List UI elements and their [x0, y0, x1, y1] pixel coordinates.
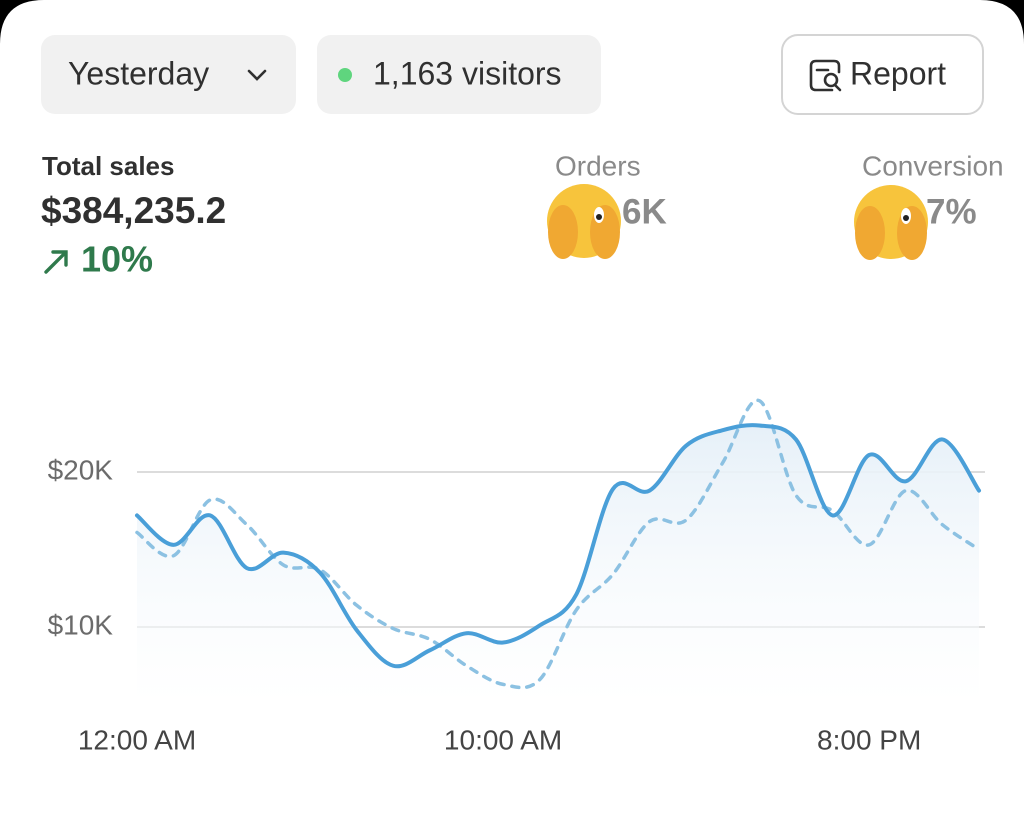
y-tick-label: $20K: [48, 454, 114, 485]
x-tick-label: 8:00 PM: [817, 724, 921, 755]
metric-label: Conversion: [862, 150, 1004, 181]
metric-label: Total sales: [42, 151, 174, 181]
metric-total-sales[interactable]: Total sales $384,235.2 10%: [41, 151, 226, 280]
hiding-emoji: [854, 185, 928, 260]
visitors-button[interactable]: 1,163 visitors: [317, 35, 601, 114]
period-button[interactable]: Yesterday: [41, 35, 296, 114]
sales-line: [135, 423, 981, 669]
metric-value: 7%: [926, 192, 977, 231]
comparison-line: [135, 398, 981, 690]
metric-value: 6K: [622, 192, 667, 231]
x-tick-label: 12:00 AM: [78, 724, 196, 755]
metric-label: Orders: [555, 150, 641, 181]
button-bg: [317, 35, 601, 114]
visitors-label: 1,163 visitors: [373, 55, 562, 91]
metric-change: 10%: [81, 239, 153, 280]
button-bg: [41, 35, 296, 114]
chevron-icon: [247, 69, 267, 81]
y-tick-label: $10K: [48, 609, 114, 640]
hiding-emoji: [547, 184, 621, 259]
chart: $10K $20K 12:00 AM 10:00 AM 8:00 PM: [48, 398, 985, 755]
live-dot: [338, 68, 352, 82]
metric-value: $384,235.2: [41, 190, 226, 231]
period-label: Yesterday: [68, 55, 209, 91]
area-fill: [137, 425, 979, 705]
report-icon: [809, 59, 842, 92]
trend-arrow: [44, 250, 68, 274]
report-button[interactable]: Report: [781, 34, 984, 115]
x-tick-label: 10:00 AM: [444, 724, 562, 755]
report-label: Report: [850, 55, 946, 91]
metric-conversion[interactable]: Conversion 7%: [854, 150, 1004, 260]
button-bg: [781, 34, 984, 115]
metric-orders[interactable]: Orders 6K: [547, 150, 667, 259]
